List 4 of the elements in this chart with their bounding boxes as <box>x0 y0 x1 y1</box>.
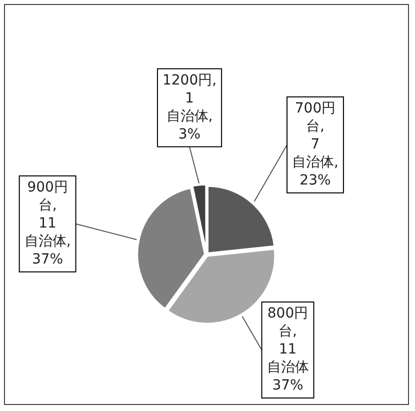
slice-label: 1200円, 1 自治体, 3% <box>162 72 217 142</box>
slice-label: 900円台, 11 自治体, 37% <box>24 179 71 268</box>
slice-label: 700円台, 7 自治体, 23% <box>292 100 338 189</box>
slice-label: 800円台, 11 自治体 37% <box>266 306 309 394</box>
